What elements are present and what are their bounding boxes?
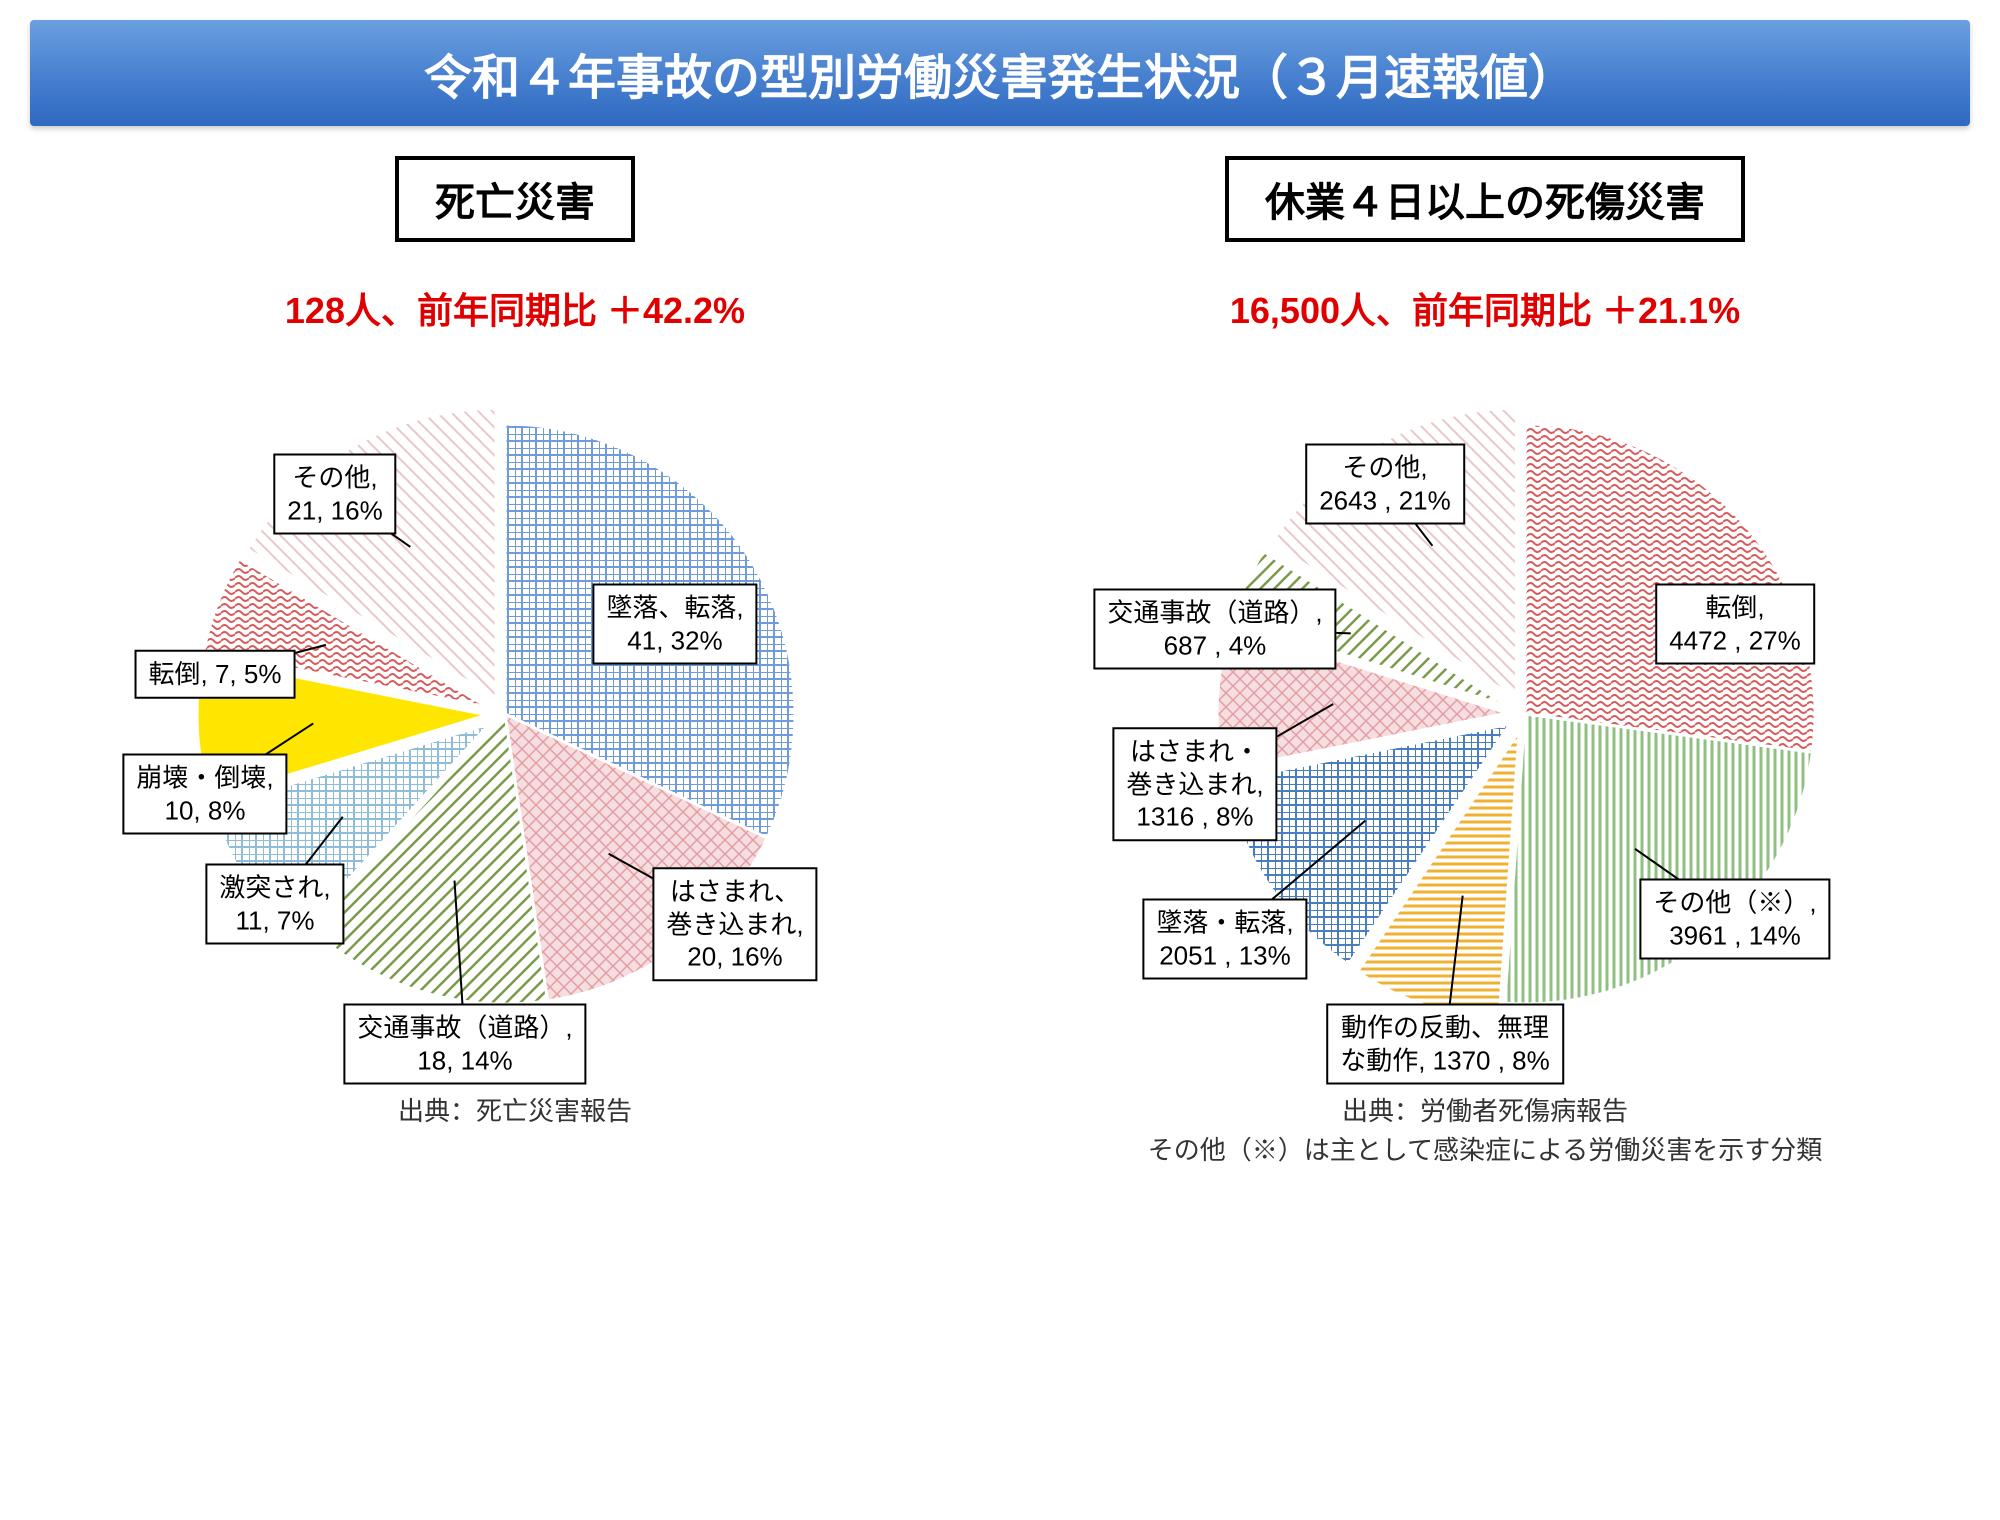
page-title: 令和４年事故の型別労働災害発生状況（３月速報値）	[30, 20, 1970, 126]
pie-slice-label: 交通事故（道路）,687 , 4%	[1093, 589, 1336, 670]
chart-right: 休業４日以上の死傷災害 16,500人、前年同期比 ＋21.1% 転倒,4472…	[1029, 156, 1941, 1170]
pie-slice	[1505, 714, 1813, 1004]
footnote-line: 出典：労働者死傷病報告	[1148, 1092, 1822, 1131]
chart-left-stat: 128人、前年同期比 ＋42.2%	[285, 282, 745, 334]
pie-slice-label: 激突され,11, 7%	[205, 864, 344, 945]
chart-right-heading: 休業４日以上の死傷災害	[1225, 156, 1745, 242]
pie-slice-label: 墜落、転落,41, 32%	[592, 584, 757, 665]
footnote-line: 出典：死亡災害報告	[398, 1092, 632, 1131]
pie-right: 転倒,4472 , 27%その他（※）,3961 , 14%動作の反動、無理な動…	[1135, 364, 1835, 1064]
chart-left: 死亡災害 128人、前年同期比 ＋42.2% 墜落、転落,41, 32% はさまれ…	[59, 156, 971, 1170]
pie-slice-label: 交通事故（道路）,18, 14%	[343, 1004, 586, 1085]
chart-left-footnotes: 出典：死亡災害報告	[398, 1092, 632, 1131]
footnote-line: その他（※）は主として感染症による労働災害を示す分類	[1148, 1131, 1822, 1170]
pie-slice-label: 崩壊・倒壊,10, 8%	[122, 754, 287, 835]
pie-slice-label: はさまれ、巻き込まれ,20, 16%	[652, 867, 817, 981]
pie-slice-label: 墜落・転落,2051 , 13%	[1142, 899, 1307, 980]
charts-row: 死亡災害 128人、前年同期比 ＋42.2% 墜落、転落,41, 32% はさまれ…	[0, 156, 2000, 1170]
pie-slice-label: その他,2643 , 21%	[1305, 444, 1465, 525]
chart-left-heading: 死亡災害	[395, 156, 635, 242]
pie-slice-label: 転倒,4472 , 27%	[1655, 584, 1815, 665]
pie-left: 墜落、転落,41, 32%はさまれ、巻き込まれ,20, 16%交通事故（道路）,…	[165, 364, 865, 1064]
pie-slice-label: 動作の反動、無理な動作, 1370 , 8%	[1326, 1004, 1564, 1085]
chart-right-stat: 16,500人、前年同期比 ＋21.1%	[1230, 282, 1740, 334]
pie-slice-label: その他（※）,3961 , 14%	[1639, 879, 1830, 960]
pie-slice-label: 転倒, 7, 5%	[135, 650, 296, 699]
pie-slice-label: はさまれ・巻き込まれ,1316 , 8%	[1112, 727, 1277, 841]
chart-right-footnotes: 出典：労働者死傷病報告その他（※）は主として感染症による労働災害を示す分類	[1148, 1092, 1822, 1170]
pie-slice-label: その他,21, 16%	[273, 454, 396, 535]
